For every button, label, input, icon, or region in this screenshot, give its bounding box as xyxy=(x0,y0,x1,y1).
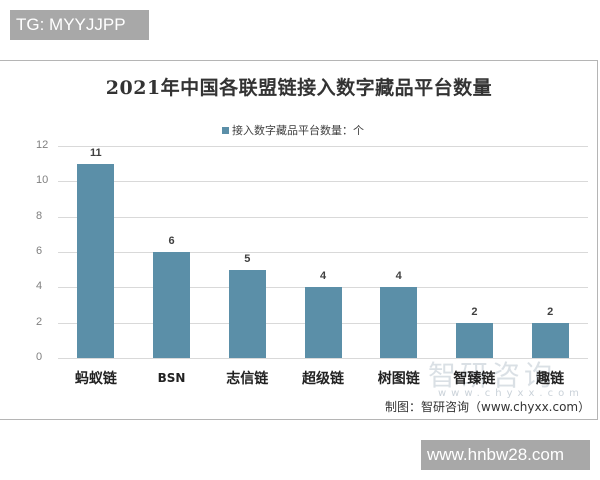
x-axis-category-label: 趣链 xyxy=(536,371,565,387)
gridline xyxy=(58,358,588,359)
bar xyxy=(228,269,266,358)
y-tick-label: 12 xyxy=(36,139,49,151)
bar xyxy=(77,163,115,358)
gridline xyxy=(58,216,588,218)
gridline xyxy=(58,252,588,253)
x-axis-category-label: 蚂蚁链 xyxy=(74,371,117,387)
bar xyxy=(153,252,191,358)
x-axis-category-label: 树图链 xyxy=(377,371,420,387)
y-tick-label: 8 xyxy=(36,209,43,222)
legend-swatch-icon xyxy=(222,126,229,134)
plot-area: 11 6 5 4 4 2 2 xyxy=(58,146,588,359)
tg-badge: TG: MYYJJPP xyxy=(10,10,149,40)
legend-label: 接入数字藏品平台数量：个 xyxy=(232,124,364,137)
bar-data-label: 11 xyxy=(90,146,102,159)
y-tick-label: 2 xyxy=(36,315,43,328)
x-axis-category-label: BSN xyxy=(157,371,186,385)
bar xyxy=(304,287,342,358)
y-tick-label: 4 xyxy=(36,280,43,293)
x-axis-category-label: 智臻链 xyxy=(453,371,496,387)
bar xyxy=(531,322,569,358)
chart-source: 制图：智研咨询（www.chyxx.com） xyxy=(385,400,591,414)
bar xyxy=(380,287,418,358)
gridline xyxy=(58,146,588,147)
bar-data-label: 2 xyxy=(471,305,478,318)
watermark: 智研咨询 xyxy=(428,359,557,392)
y-tick-label: 10 xyxy=(36,174,49,187)
footer-badge: www.hnbw28.com xyxy=(421,440,590,470)
bar xyxy=(455,322,493,358)
gridline xyxy=(58,181,588,183)
bar-data-label: 4 xyxy=(395,270,402,283)
y-tick-label: 6 xyxy=(36,245,43,257)
watermark-url: www.chyxx.com xyxy=(438,388,584,399)
x-axis-category-label: 超级链 xyxy=(302,371,344,387)
bar-data-label: 2 xyxy=(547,305,554,318)
chart-legend: 接入数字藏品平台数量：个 xyxy=(222,122,364,138)
chart-title: 2021年中国各联盟链接入数字藏品平台数量 xyxy=(105,77,493,99)
y-tick-label: 0 xyxy=(36,351,43,363)
bar-data-label: 6 xyxy=(168,235,175,247)
bar-data-label: 4 xyxy=(319,270,327,283)
bar-data-label: 5 xyxy=(244,252,251,265)
x-axis-category-label: 志信链 xyxy=(226,371,269,387)
